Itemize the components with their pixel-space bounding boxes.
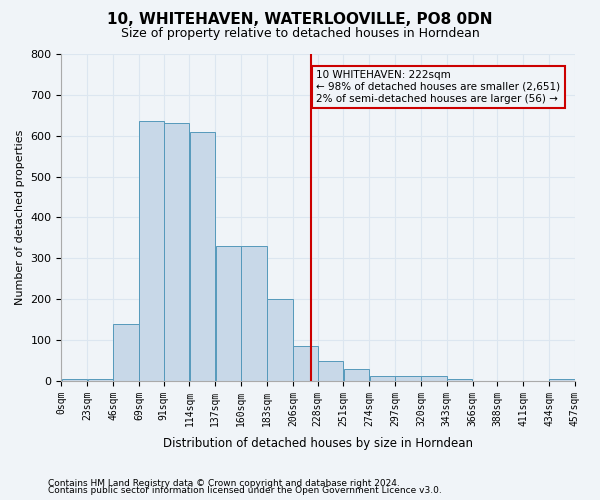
Text: Contains HM Land Registry data © Crown copyright and database right 2024.: Contains HM Land Registry data © Crown c… <box>48 478 400 488</box>
Text: Contains public sector information licensed under the Open Government Licence v3: Contains public sector information licen… <box>48 486 442 495</box>
Text: 10 WHITEHAVEN: 222sqm
← 98% of detached houses are smaller (2,651)
2% of semi-de: 10 WHITEHAVEN: 222sqm ← 98% of detached … <box>316 70 560 104</box>
Y-axis label: Number of detached properties: Number of detached properties <box>15 130 25 305</box>
Bar <box>164 124 189 381</box>
Text: 10, WHITEHAVEN, WATERLOOVILLE, PO8 0DN: 10, WHITEHAVEN, WATERLOOVILLE, PO8 0DN <box>107 12 493 28</box>
Bar <box>318 362 343 381</box>
Bar <box>241 246 267 381</box>
Bar <box>344 370 369 381</box>
Bar <box>370 376 395 381</box>
Bar <box>550 379 575 381</box>
Bar <box>139 122 164 381</box>
X-axis label: Distribution of detached houses by size in Horndean: Distribution of detached houses by size … <box>163 437 473 450</box>
Bar <box>421 376 446 381</box>
Bar <box>215 246 241 381</box>
Text: Size of property relative to detached houses in Horndean: Size of property relative to detached ho… <box>121 28 479 40</box>
Bar <box>88 379 113 381</box>
Bar <box>447 379 472 381</box>
Bar <box>113 324 139 381</box>
Bar <box>62 379 87 381</box>
Bar <box>268 299 293 381</box>
Bar <box>293 346 319 381</box>
Bar <box>395 376 421 381</box>
Bar <box>190 132 215 381</box>
